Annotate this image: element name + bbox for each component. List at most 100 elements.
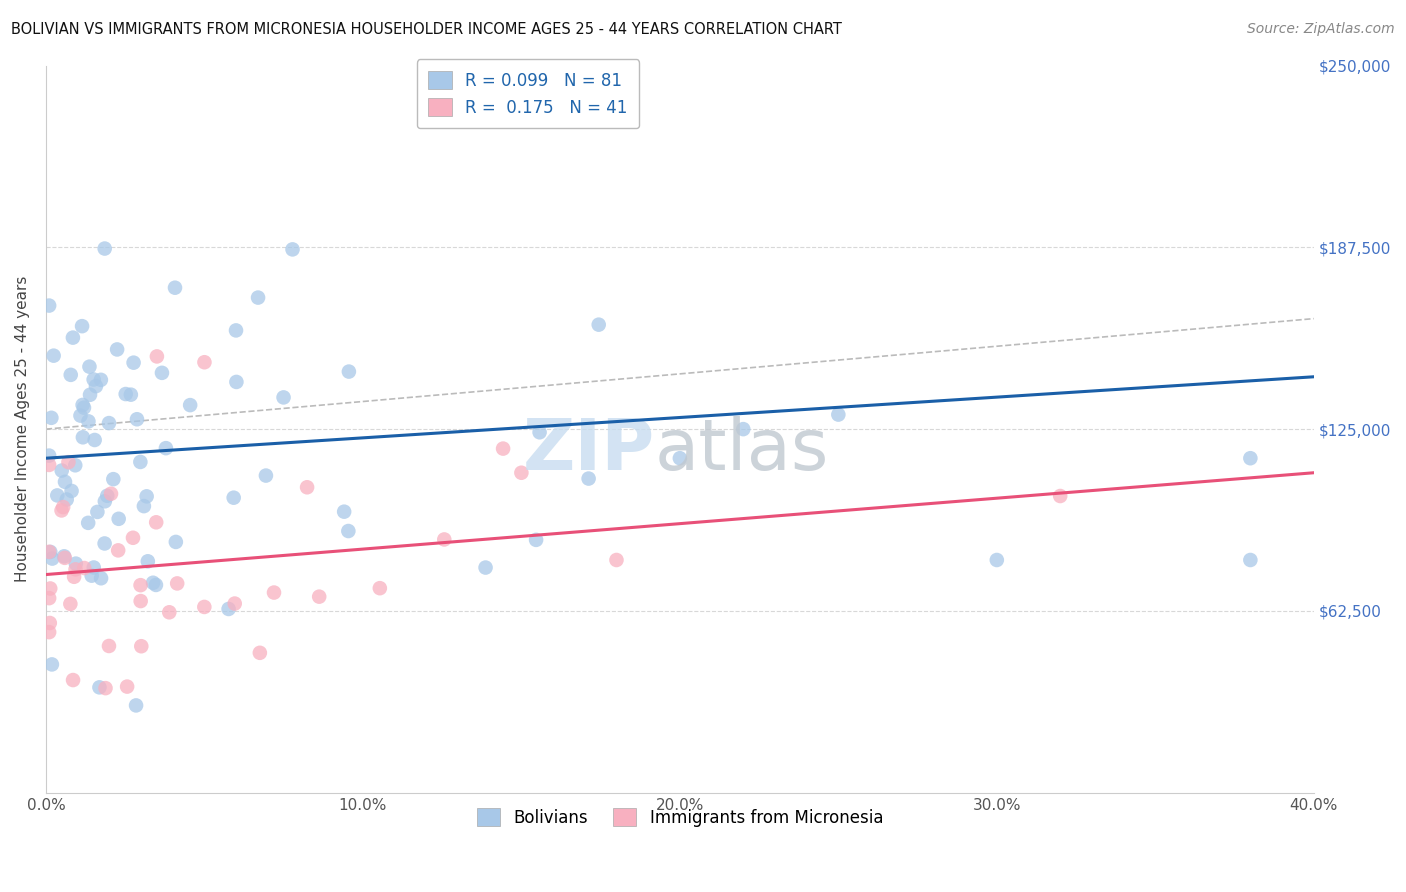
Point (225, 323, 247, 337)
Point (222, 491, 245, 505)
Point (93, 242, 115, 256)
Point (135, 489, 157, 503)
Point (38, 458, 60, 472)
Point (80, 568, 103, 582)
Text: atlas: atlas (655, 417, 830, 485)
Point (125, 412, 148, 426)
Point (578, 472, 600, 486)
Point (129, 455, 152, 469)
Point (84, 379, 107, 393)
Point (94, 681, 117, 695)
Point (163, 281, 186, 295)
Point (53, 549, 76, 564)
Point (136, 554, 159, 568)
Point (155, 441, 177, 455)
Point (96, 489, 118, 503)
Point (249, 646, 271, 660)
Point (39, 545, 62, 559)
Point (166, 576, 188, 591)
Point (107, 543, 129, 558)
Point (51, 464, 73, 478)
Point (122, 356, 145, 370)
Point (129, 578, 152, 592)
Point (41, 657, 63, 672)
Point (263, 585, 285, 599)
Point (145, 578, 167, 592)
Point (165, 535, 187, 549)
Point (524, 533, 547, 547)
Point (63, 570, 86, 584)
Point (1239, 451, 1261, 466)
Point (1239, 553, 1261, 567)
Point (53, 475, 76, 489)
Point (60, 483, 83, 498)
Point (107, 512, 129, 526)
Point (122, 531, 145, 545)
Point (55, 492, 77, 507)
Point (145, 516, 167, 530)
Point (79, 359, 101, 374)
Point (38, 449, 60, 463)
Point (588, 318, 610, 332)
Point (224, 597, 246, 611)
Point (65, 562, 87, 576)
Point (193, 599, 215, 614)
Point (225, 375, 247, 389)
Point (89, 681, 111, 695)
Point (333, 505, 356, 519)
Text: Source: ZipAtlas.com: Source: ZipAtlas.com (1247, 22, 1395, 37)
Point (73, 561, 96, 575)
Point (492, 442, 515, 456)
Point (70, 319, 93, 334)
Point (41, 410, 63, 425)
Point (90, 571, 112, 585)
Point (986, 553, 1008, 567)
Point (295, 480, 318, 494)
Point (129, 639, 152, 653)
Point (733, 422, 755, 436)
Point (65, 557, 87, 571)
Point (73, 401, 96, 415)
Point (98, 416, 121, 430)
Text: ZIP: ZIP (522, 417, 655, 485)
Point (273, 391, 295, 405)
Point (62, 673, 84, 687)
Point (59, 597, 82, 611)
Point (669, 451, 692, 466)
Point (120, 387, 142, 401)
Point (150, 366, 173, 380)
Point (337, 365, 360, 379)
Point (827, 408, 849, 422)
Point (337, 524, 360, 538)
Point (103, 472, 125, 486)
Point (510, 466, 533, 480)
Point (100, 487, 122, 501)
Point (129, 594, 152, 608)
Point (77, 516, 100, 530)
Point (157, 605, 180, 619)
Point (433, 533, 456, 547)
Point (59, 368, 82, 382)
Point (179, 398, 201, 412)
Point (529, 425, 551, 440)
Point (72, 430, 94, 444)
Point (115, 680, 138, 694)
Point (53, 550, 76, 565)
Legend: Bolivians, Immigrants from Micronesia: Bolivians, Immigrants from Micronesia (468, 800, 891, 835)
Point (218, 602, 240, 616)
Point (38, 545, 60, 559)
Point (46, 488, 69, 502)
Point (62, 331, 84, 345)
Point (1049, 489, 1071, 503)
Point (58, 455, 80, 469)
Point (308, 590, 330, 604)
Point (193, 355, 215, 369)
Point (254, 468, 277, 483)
Point (41, 551, 63, 566)
Point (114, 387, 136, 401)
Point (38, 299, 60, 313)
Point (38, 625, 60, 640)
Point (83, 560, 105, 574)
Point (86, 505, 108, 519)
Point (77, 414, 100, 428)
